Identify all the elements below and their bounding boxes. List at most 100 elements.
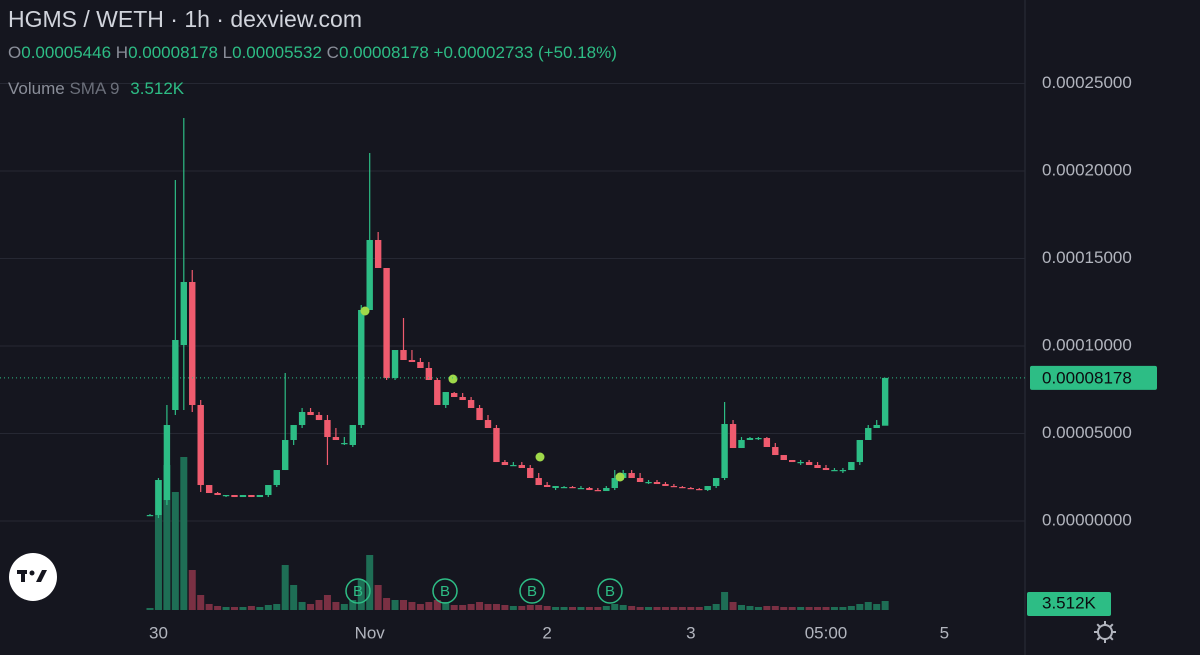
volume-bar: [459, 605, 467, 610]
candle-body: [265, 485, 272, 496]
volume-bar: [560, 607, 568, 610]
signal-dot: [448, 374, 458, 384]
volume-legend: Volume SMA 9 3.512K: [8, 79, 184, 99]
candle-body: [374, 239, 382, 268]
sma-value: 3.512K: [130, 79, 185, 98]
volume-pane: [146, 457, 889, 610]
volume-bar: [830, 607, 838, 610]
volume-bar: [585, 607, 593, 610]
buy-marker[interactable]: [432, 578, 458, 604]
x-tick-label: 30: [149, 623, 168, 642]
volume-bar: [738, 605, 745, 610]
candle-body: [721, 424, 728, 479]
volume-bar: [180, 457, 188, 610]
candle-body: [172, 340, 179, 411]
candle-body: [535, 478, 542, 486]
settings-icon[interactable]: [1094, 621, 1116, 643]
candle-body: [442, 392, 449, 406]
candle-body: [746, 438, 754, 441]
volume-bar: [543, 606, 551, 610]
volume-bar: [315, 600, 323, 610]
x-tick-label: 3: [686, 623, 695, 642]
candle-body: [146, 515, 154, 517]
volume-bar: [484, 604, 492, 610]
buy-marker-label: B: [605, 583, 615, 600]
volume-bar: [670, 607, 678, 610]
candle-body: [577, 488, 585, 490]
volume-bar: [197, 595, 205, 610]
candle-body: [543, 485, 551, 488]
candle-body: [298, 412, 306, 426]
volume-bar: [864, 602, 872, 610]
volume-bar: [290, 585, 298, 610]
volume-bar: [366, 555, 374, 610]
volume-bar: [636, 607, 644, 610]
volume-bar: [357, 580, 365, 610]
y-tick-label: 0.00020000: [1042, 160, 1132, 179]
change-percent: (+50.18%): [538, 43, 617, 62]
volume-bar: [391, 600, 399, 610]
volume-bar: [374, 585, 382, 610]
volume-bar: [552, 607, 560, 610]
tv-logo[interactable]: [9, 553, 57, 601]
volume-bar: [704, 606, 712, 610]
volume-bar: [763, 606, 771, 610]
volume-bar: [188, 570, 196, 610]
candle-body: [476, 408, 483, 421]
signal-dots: [360, 306, 625, 482]
buy-marker[interactable]: [519, 578, 545, 604]
candle-body: [645, 482, 652, 484]
candle-body: [560, 487, 568, 489]
candle-body: [873, 425, 880, 429]
candle-body: [518, 465, 525, 469]
volume-bar: [154, 480, 162, 610]
candle-body: [738, 440, 745, 449]
candle-body: [231, 495, 238, 498]
volume-bar: [856, 604, 864, 610]
candle-body: [712, 478, 720, 487]
volume-bar: [847, 606, 855, 610]
buy-marker[interactable]: [345, 578, 371, 604]
candle-body: [586, 488, 593, 491]
volume-bar: [467, 604, 475, 610]
candle-body: [729, 424, 737, 449]
volume-bar: [771, 606, 779, 610]
volume-bar: [594, 607, 602, 610]
volume-sma-tag-label: 3.512K: [1042, 593, 1097, 612]
candle-body: [163, 425, 171, 501]
volume-bar: [754, 607, 762, 610]
candle-body: [434, 380, 441, 406]
candle-body: [755, 438, 762, 440]
header-title: HGMS / WETH · 1h · dexview.com: [8, 6, 363, 32]
volume-bar: [695, 607, 703, 610]
candle-body: [459, 397, 466, 401]
candle-body: [763, 438, 771, 448]
buy-marker-label: B: [353, 583, 363, 600]
volume-bar: [678, 607, 686, 610]
candle-body: [569, 487, 576, 489]
candle-body: [881, 377, 889, 426]
buy-marker[interactable]: [597, 578, 623, 604]
gear-ring[interactable]: [1097, 624, 1113, 640]
volume-bar: [788, 607, 796, 610]
volume-bar: [450, 605, 458, 610]
candle-body: [814, 465, 821, 469]
candle-body: [155, 480, 162, 516]
last-price-label: 0.00008178: [1042, 368, 1132, 387]
volume-bar: [653, 607, 661, 610]
candles: [146, 117, 889, 519]
logo-circle[interactable]: [9, 553, 57, 601]
candle-body: [797, 462, 804, 464]
volume-bar: [839, 607, 847, 610]
volume-bar: [492, 604, 500, 610]
candle-body: [180, 282, 187, 346]
candle-body: [307, 412, 314, 416]
x-tick-label: 5: [940, 623, 949, 642]
candle-body: [628, 473, 635, 479]
volume-bar: [746, 606, 754, 610]
candle-body: [383, 267, 390, 379]
volume-bar: [780, 607, 788, 610]
volume-bar: [231, 607, 238, 610]
volume-bar: [400, 600, 407, 610]
candle-body: [273, 470, 280, 486]
